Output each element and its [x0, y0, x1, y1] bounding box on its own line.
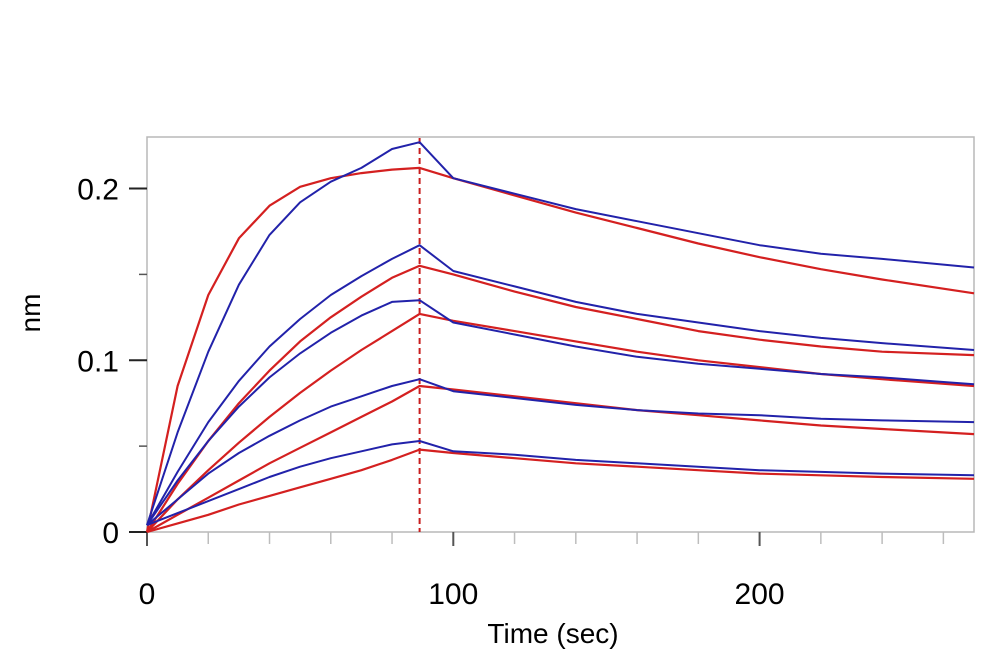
y-tick-label: 0 [102, 517, 119, 550]
plot-frame [146, 136, 975, 533]
x-tick-label: 200 [735, 578, 785, 611]
y-tick-label: 0.1 [77, 345, 119, 378]
fit-curve-2 [146, 264, 975, 533]
x-tick-label: 0 [139, 578, 156, 611]
measured-curves [146, 141, 975, 527]
y-tick-label: 0.2 [77, 174, 119, 207]
tick-labels: 0 100 200 0 0.1 0.2 [77, 174, 784, 611]
measured-curve-2 [146, 244, 975, 526]
fit-curve-5 [146, 448, 975, 534]
measured-curve-3 [146, 299, 975, 526]
measured-curve-5 [146, 440, 975, 527]
x-tick-label: 100 [428, 578, 478, 611]
measured-curve-1 [146, 141, 975, 526]
fit-curve-1 [145, 166, 975, 533]
y-axis-title: nm [15, 294, 46, 333]
fit-curve-4 [146, 384, 975, 533]
axis-ticks [129, 187, 945, 546]
measured-curve-4 [146, 378, 975, 526]
fit-curves [145, 166, 975, 534]
x-axis-title: Time (sec) [487, 618, 618, 649]
fit-curve-3 [146, 312, 975, 533]
